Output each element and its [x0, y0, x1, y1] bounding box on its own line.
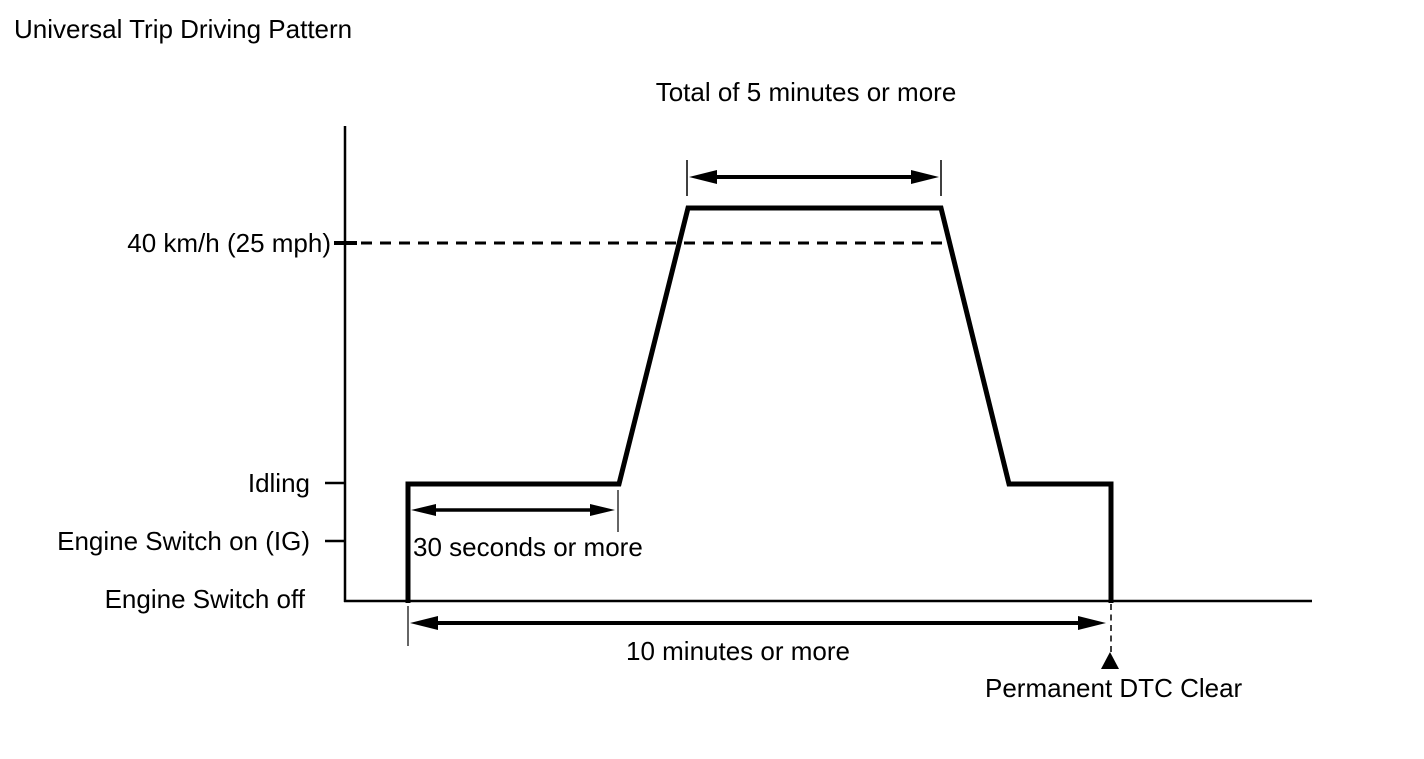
- idle-arrow-left-head-icon: [411, 504, 436, 516]
- trip-duration-label: 10 minutes or more: [626, 636, 850, 666]
- idle-duration-label: 30 seconds or more: [413, 532, 643, 562]
- drive-pattern-line: [405, 205, 1114, 603]
- dtc-clear-label: Permanent DTC Clear: [985, 673, 1243, 703]
- cruise-duration-label: Total of 5 minutes or more: [656, 77, 957, 107]
- idle-arrow-right-head-icon: [590, 504, 615, 516]
- speed-threshold-label: 40 km/h (25 mph): [127, 228, 331, 258]
- trip-arrow-left-head-icon: [410, 616, 438, 630]
- engine-switch-off-label: Engine Switch off: [105, 584, 306, 614]
- idle-duration-arrow: [411, 490, 619, 532]
- diagram-title: Universal Trip Driving Pattern: [14, 14, 352, 44]
- cruise-arrow-right-head-icon: [911, 170, 939, 184]
- dtc-clear-triangle-icon: [1101, 652, 1119, 669]
- trip-arrow-right-head-icon: [1078, 616, 1106, 630]
- cruise-arrow-left-head-icon: [689, 170, 717, 184]
- engine-switch-on-label: Engine Switch on (IG): [57, 526, 310, 556]
- trip-duration-arrow: [407, 606, 1106, 646]
- cruise-duration-arrow: [686, 160, 942, 196]
- idling-label: Idling: [248, 468, 310, 498]
- dtc-clear-marker: [1101, 604, 1119, 669]
